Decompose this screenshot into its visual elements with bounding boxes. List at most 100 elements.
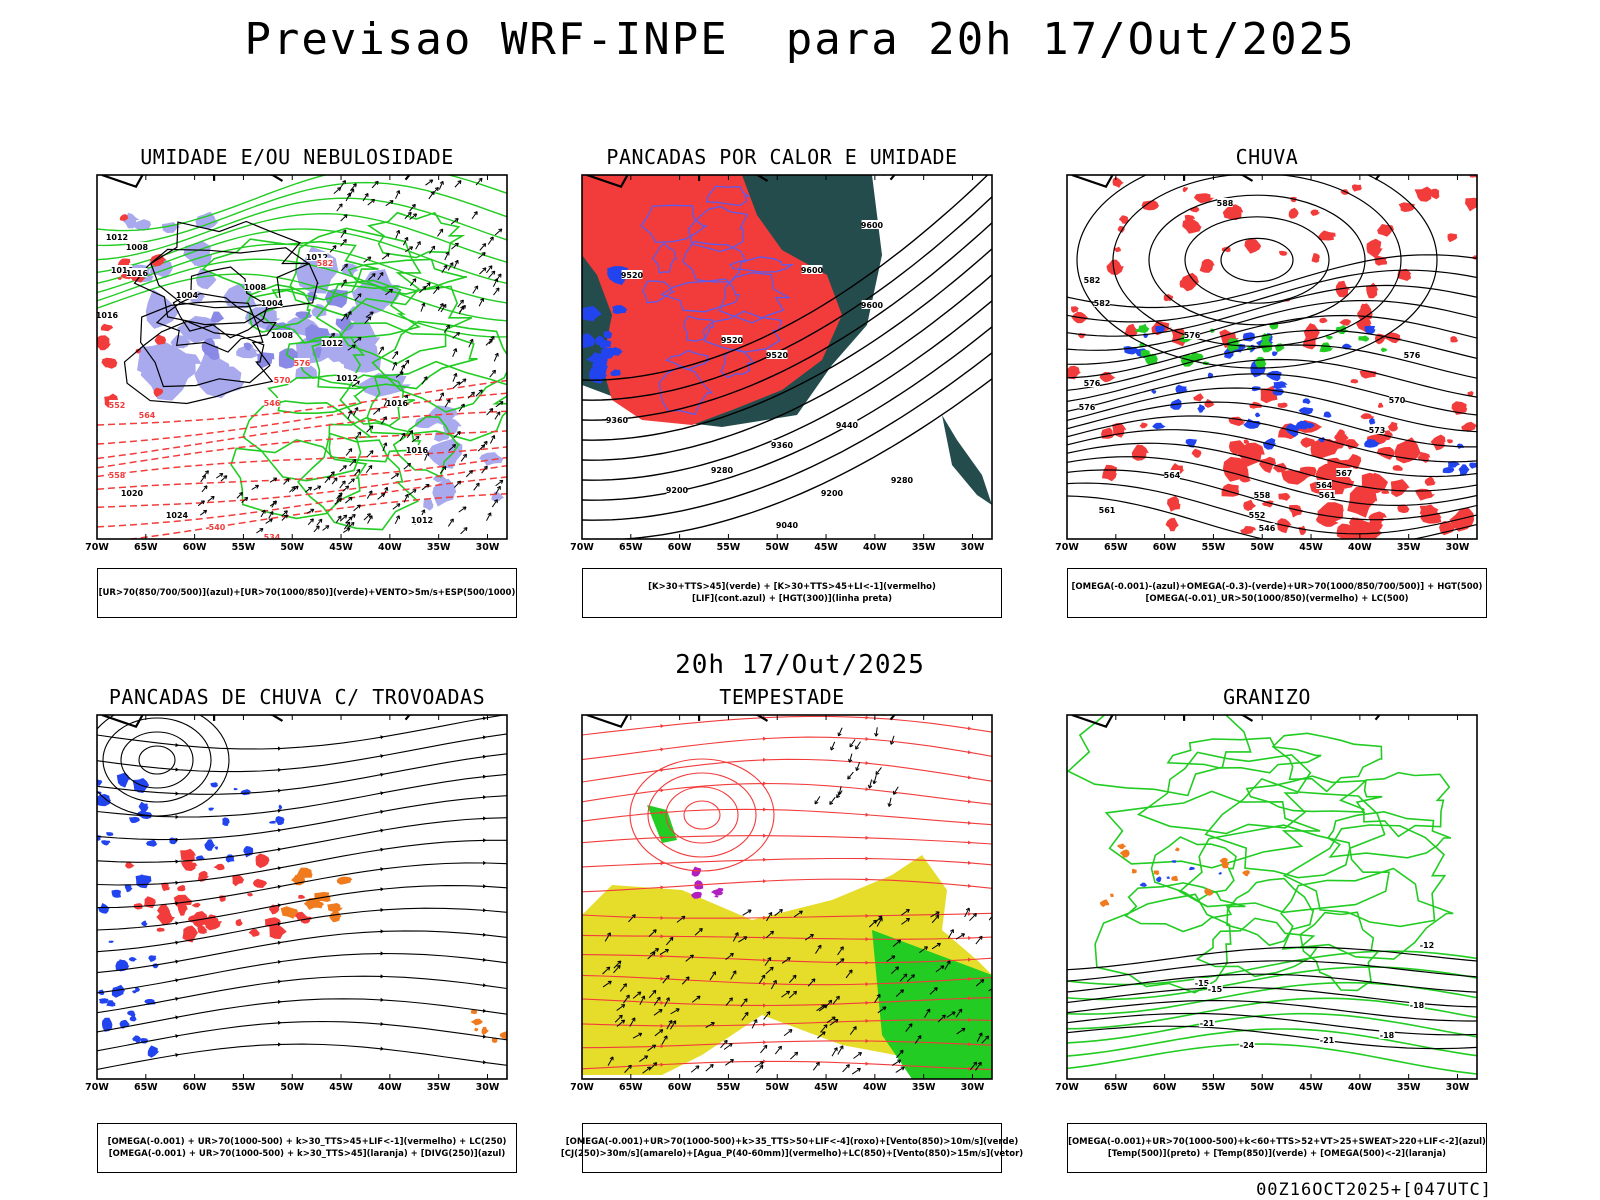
label-bg (1239, 1040, 1255, 1049)
storm-orange-mark (499, 1031, 507, 1040)
streamline-arrow (865, 913, 869, 918)
rain-mark (1336, 429, 1347, 439)
wind-vector (429, 179, 434, 184)
wind-vector (403, 462, 411, 470)
contour-label: 576 (1404, 351, 1421, 360)
streamline (582, 974, 992, 986)
streamline-arrow (175, 940, 179, 945)
wind-vector (367, 256, 372, 261)
wind-vector (334, 498, 342, 505)
wind-vector (617, 960, 622, 965)
wind-vector (830, 741, 836, 751)
streamline-arrow (277, 903, 282, 908)
label-bg (1409, 1000, 1425, 1009)
wind-vector (431, 245, 436, 250)
thickness-mark (154, 334, 167, 345)
wind-vector (639, 1055, 648, 1062)
wind-vector (377, 272, 384, 281)
wind-vector (628, 914, 636, 923)
streamline-arrow (660, 1000, 664, 1005)
wind-vector (340, 229, 347, 238)
wind-vector (281, 510, 288, 517)
wind-vector (371, 273, 376, 278)
panel-granizo: GRANIZO -12-15-15-18-21-24-21-1812S15S18… (1047, 685, 1487, 1173)
contour-label: 9520 (721, 336, 744, 345)
wind-vector (763, 1011, 771, 1020)
mid-title: 20h 17/Out/2025 (675, 650, 925, 680)
omega-mark (1276, 384, 1284, 388)
wind-vector (491, 499, 498, 508)
wind-vector (402, 237, 409, 246)
streamline-arrow (482, 908, 487, 913)
wind-vector (878, 917, 883, 922)
lon-label: 30W (1446, 542, 1470, 553)
storm-orange-mark (336, 876, 353, 885)
lon-label: 65W (619, 542, 643, 553)
omega-mark (1458, 464, 1470, 475)
coastline-west (1047, 173, 1065, 175)
wind-vector (363, 513, 371, 521)
wind-vector (895, 1066, 905, 1073)
contour-label: 570 (274, 376, 291, 385)
streamline (582, 912, 992, 919)
storm-mark (191, 902, 201, 908)
wind-vector (899, 989, 904, 994)
rain-mark (1288, 207, 1299, 219)
streamline-arrow (763, 935, 767, 940)
wind-vector (239, 492, 243, 497)
wind-vector (373, 408, 381, 415)
map-layers: -12 -15-15 -18 -21 -24 -21 -18 (1067, 715, 1477, 1075)
wind-vector (931, 914, 940, 924)
streamline-arrow (277, 999, 282, 1004)
omega500-mark (1099, 899, 1110, 908)
rain-mark (1106, 259, 1124, 275)
contour-label: 9200 (666, 486, 689, 495)
streamline-arrow (175, 880, 179, 885)
wind-vector (383, 416, 387, 421)
humidity-high-blob (479, 452, 504, 466)
streamline-arrow (660, 810, 664, 815)
wind-vector (637, 991, 642, 996)
contour-label: 1004 (176, 291, 199, 300)
wind-vector (341, 480, 346, 485)
panel-pancadas-calor: PANCADAS POR CALOR E UMIDADE 9600 9600 952… (562, 145, 1002, 618)
wind-vector (495, 486, 501, 495)
label-bg (801, 265, 823, 274)
wind-vector (409, 204, 416, 212)
wind-vector (917, 1035, 922, 1040)
height-contour (1067, 254, 1477, 309)
lif-contour (682, 241, 747, 283)
wind-vector (742, 909, 752, 916)
streamline-arrow (762, 736, 767, 741)
wind-vector (664, 997, 670, 1007)
rain-mark (1259, 456, 1277, 474)
height-contour (582, 175, 989, 381)
lon-label: 70W (1055, 1082, 1079, 1093)
rain-mark (1131, 444, 1149, 461)
rain-mark (1461, 421, 1476, 431)
height-contour (1220, 237, 1294, 283)
wind-vector (435, 286, 440, 291)
humidity-high-blob (346, 319, 381, 359)
streamline-closed (647, 772, 757, 858)
wind-vector (399, 371, 404, 376)
panel-legend: [OMEGA(-0.001) + UR>70(1000-500) + k>30_… (97, 1123, 517, 1173)
contour-label: 9360 (606, 416, 629, 425)
wind-vector (895, 989, 904, 997)
wind-vector (368, 515, 373, 520)
wind-vector (367, 316, 372, 321)
wind-vector (433, 286, 440, 294)
rain-mark (1420, 510, 1442, 524)
label-bg (1194, 978, 1210, 987)
wind-vector (332, 245, 337, 250)
wind-vector (926, 1008, 931, 1013)
wind-vector (662, 975, 670, 984)
wind-vector (273, 477, 278, 482)
wind-vector (981, 1035, 990, 1044)
wind-vector (459, 299, 464, 304)
wind-vector (395, 515, 400, 520)
contour-label: 1020 (121, 489, 144, 498)
humidity-high-blob (170, 334, 191, 349)
streamline-arrow (175, 859, 179, 864)
coastline-west (77, 713, 95, 715)
